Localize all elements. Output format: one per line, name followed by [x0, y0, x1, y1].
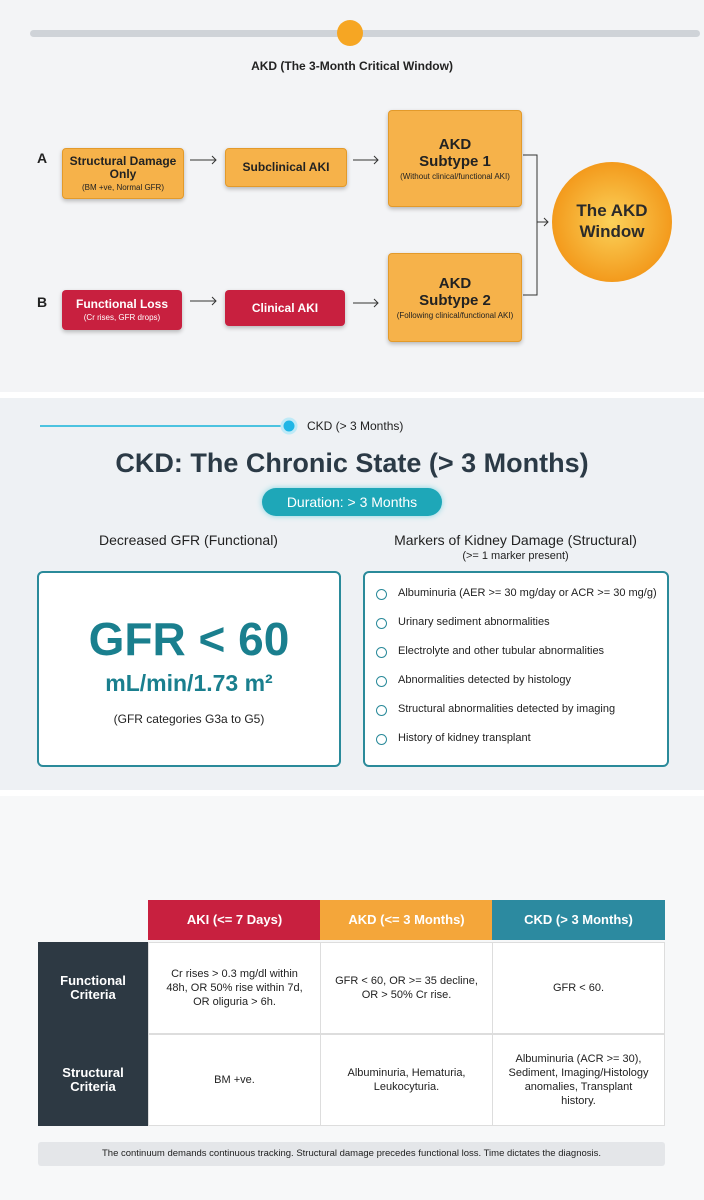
mid-box: Subclinical AKI	[225, 148, 347, 187]
left-heading: Decreased GFR (Functional)	[99, 532, 278, 548]
box-title: Clinical AKI	[251, 300, 319, 315]
subtype-box: AKD Subtype 2 (Following clinical/functio…	[388, 253, 522, 342]
row-header: Structural Criteria	[38, 1034, 148, 1126]
footer-note: The continuum demands continuous trackin…	[38, 1142, 665, 1166]
ckd-knob	[280, 417, 298, 435]
column-header: AKI (<= 7 Days)	[148, 900, 321, 940]
table-cell: BM +ve.	[148, 1034, 321, 1126]
box-title: Subclinical AKI	[242, 160, 330, 174]
box-sub: (Without clinical/functional AKI)	[400, 172, 510, 181]
table-cell: GFR < 60.	[492, 942, 665, 1034]
mid-box: Clinical AKI	[225, 290, 345, 326]
akd-title: AKD (The 3-Month Critical Window)	[251, 59, 453, 73]
box-title: Functional Loss	[75, 297, 168, 311]
box-title: Structural Damage Only	[69, 154, 177, 181]
gfr-note: (GFR categories G3a to G5)	[113, 712, 265, 726]
row-label: A	[37, 150, 48, 166]
timeline-track	[30, 30, 700, 37]
gfr-value: GFR < 60	[88, 613, 290, 665]
ckd-title: CKD: The Chronic State (> 3 Months)	[115, 448, 589, 478]
box-title: AKD Subtype 2	[419, 275, 491, 309]
row-label: B	[37, 294, 48, 310]
diagram-graphics	[30, 20, 700, 435]
marker-icon	[376, 705, 387, 716]
table-cell: GFR < 60, OR >= 35 decline, OR > 50% Cr …	[320, 942, 493, 1034]
box-sub: (BM +ve, Normal GFR)	[81, 183, 164, 192]
table-cell: Albuminuria (ACR >= 30), Sediment, Imagi…	[492, 1034, 665, 1126]
subtype-box: AKD Subtype 1 (Without clinical/functiona…	[388, 110, 522, 207]
column-header: AKD (<= 3 Months)	[320, 900, 493, 940]
marker-text: Electrolyte and other tubular abnormalit…	[398, 645, 605, 657]
markers-card	[363, 571, 669, 767]
box-title: AKD Subtype 1	[419, 136, 491, 170]
marker-text: Abnormalities detected by histology	[398, 674, 572, 686]
gfr-card	[37, 571, 341, 767]
marker-text: Structural abnormalities detected by ima…	[398, 703, 616, 715]
duration-badge: Duration: > 3 Months	[262, 488, 442, 516]
table-cell: Albuminuria, Hematuria, Leukocyturia.	[320, 1034, 493, 1126]
start-box: Functional Loss (Cr rises, GFR drops)	[62, 290, 182, 330]
box-sub: (Following clinical/functional AKI)	[396, 311, 514, 320]
ckd-timeline-label: CKD (> 3 Months)	[307, 419, 404, 433]
right-heading: Markers of Kidney Damage (Structural)	[394, 532, 637, 548]
column-header: CKD (> 3 Months)	[492, 900, 665, 940]
arrows	[190, 155, 379, 308]
box-sub: (Cr rises, GFR drops)	[83, 313, 161, 322]
marker-text: Urinary sediment abnormalities	[398, 616, 550, 628]
right-subheading: (>= 1 marker present)	[462, 550, 569, 562]
table-cell: Cr rises > 0.3 mg/dl within 48h, OR 50% …	[148, 942, 321, 1034]
marker-icon	[376, 618, 387, 629]
marker-text: Albuminuria (AER >= 30 mg/day or ACR >= …	[398, 587, 657, 599]
timeline-knob	[337, 20, 363, 46]
akd-window-circle	[552, 162, 672, 282]
marker-icon	[376, 734, 387, 745]
row-header: Functional Criteria	[38, 942, 148, 1034]
gfr-unit: mL/min/1.73 m²	[105, 670, 273, 696]
marker-icon	[376, 589, 387, 600]
akd-window-label: The AKD Window	[576, 201, 648, 241]
marker-icon	[376, 676, 387, 687]
marker-icon	[376, 647, 387, 658]
bracket	[523, 154, 549, 296]
marker-text: History of kidney transplant	[398, 732, 531, 744]
start-box: Structural Damage Only (BM +ve, Normal GF…	[62, 148, 184, 199]
